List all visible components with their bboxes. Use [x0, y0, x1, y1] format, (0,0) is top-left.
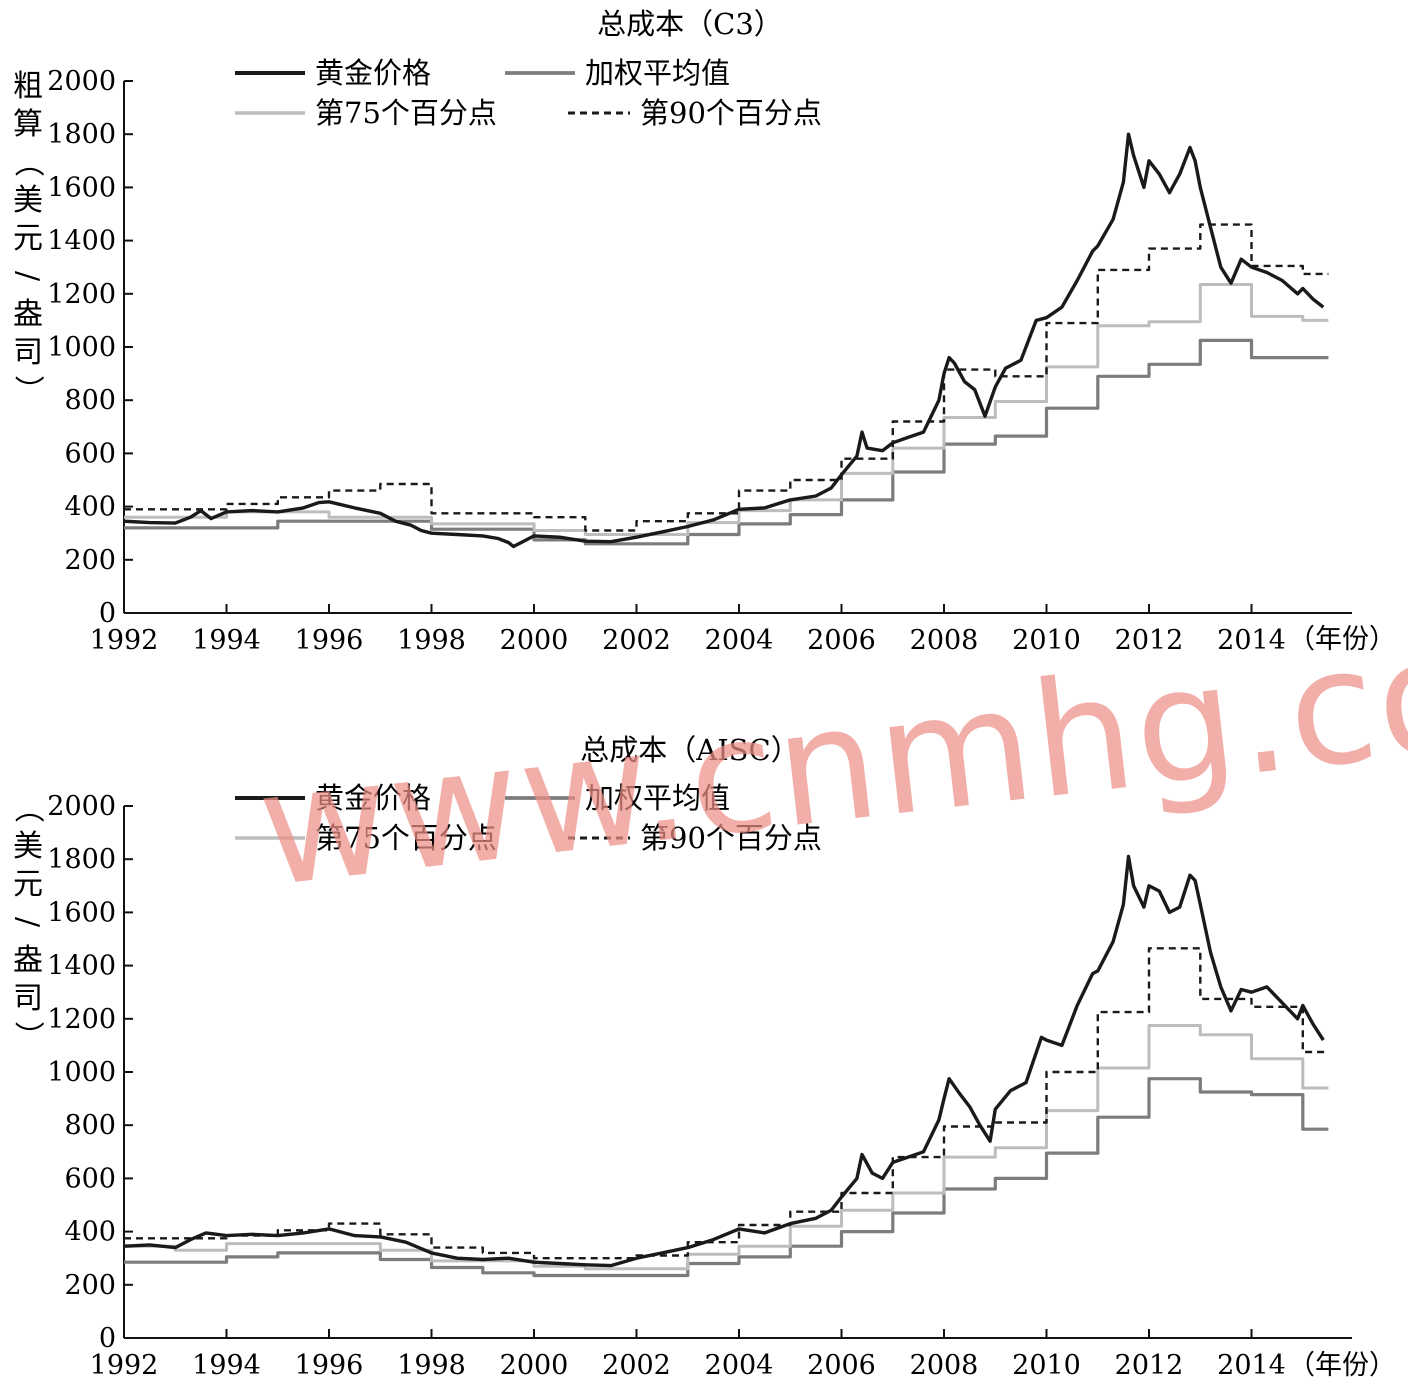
x-tick-label: 1996: [295, 1350, 364, 1381]
x-tick-label: 2012: [1115, 625, 1184, 656]
x-tick-label: 2002: [602, 625, 671, 656]
x-tick-label: 2004: [705, 1350, 774, 1381]
y-tick-label: 200: [64, 545, 116, 576]
legend-label: 加权平均值: [585, 56, 730, 90]
y-axis-label-char: 算: [13, 107, 43, 142]
legend-label: 黄金价格: [315, 56, 431, 90]
y-tick-label: 400: [64, 492, 116, 523]
x-axis-label: （年份）: [1288, 1350, 1396, 1381]
y-tick-label: 0: [99, 598, 116, 629]
y-axis-label-char: /: [10, 271, 45, 282]
x-tick-label: 2002: [602, 1350, 671, 1381]
legend-label: 黄金价格: [315, 781, 431, 815]
y-axis-label: （ 美元 / 盎司 ）: [10, 793, 45, 1051]
x-tick-label: 2014: [1217, 1350, 1286, 1381]
x-tick-label: 2012: [1115, 1350, 1184, 1381]
y-tick-label: 2000: [47, 66, 116, 97]
y-tick-label: 1600: [47, 172, 116, 203]
legend-label: 第75个百分点: [315, 821, 497, 855]
y-axis-label-char: 盎: [13, 297, 43, 332]
x-tick-label: 2006: [807, 625, 876, 656]
series-line-p90: [124, 947, 1329, 1260]
x-tick-label: 1994: [192, 625, 261, 656]
y-tick-label: 0: [99, 1323, 116, 1354]
y-axis-label-char: 盎: [13, 943, 43, 978]
y-axis-label-char: 美: [13, 183, 43, 218]
y-axis-label-char: 元: [13, 867, 43, 902]
x-axis-label: （年份）: [1288, 624, 1396, 655]
y-tick-label: 800: [64, 1110, 116, 1141]
x-tick-label: 1992: [90, 1350, 159, 1381]
series-line-gold-price: [123, 132, 1325, 549]
x-tick-label: 1998: [397, 1350, 466, 1381]
y-tick-label: 1800: [47, 844, 116, 875]
y-axis-label-char: （: [10, 147, 45, 177]
y-axis-label: 粗算 （ 美元 / 盎司 ）: [10, 69, 45, 405]
y-axis-label-char: /: [10, 917, 45, 928]
x-tick-label: 2006: [807, 1350, 876, 1381]
series-line-p75: [124, 1024, 1329, 1271]
y-tick-label: 1200: [47, 279, 116, 310]
y-axis-label-char: ）: [10, 375, 45, 405]
chart-title: 总成本（C3）: [597, 7, 783, 41]
y-axis-label-char: （: [10, 793, 45, 823]
x-tick-label: 1994: [192, 1350, 261, 1381]
x-tick-label: 2014: [1217, 625, 1286, 656]
x-tick-label: 2000: [500, 625, 569, 656]
y-tick-label: 200: [64, 1270, 116, 1301]
y-tick-label: 600: [64, 1163, 116, 1194]
x-tick-label: 1996: [295, 625, 364, 656]
legend-label: 第90个百分点: [640, 96, 822, 130]
y-tick-label: 2000: [47, 791, 116, 822]
series-line-weighted-average: [124, 1077, 1329, 1278]
y-tick-label: 1000: [47, 1057, 116, 1088]
legend-label: 加权平均值: [585, 781, 730, 815]
y-axis-label-char: 司: [13, 981, 43, 1016]
y-tick-label: 1600: [47, 897, 116, 928]
y-tick-label: 1800: [47, 119, 116, 150]
chart-title: 总成本（AISC）: [580, 733, 799, 767]
y-axis-label-char: 粗: [13, 69, 43, 104]
y-axis-label-char: 司: [13, 335, 43, 370]
y-axis-label-char: 美: [13, 829, 43, 864]
y-tick-label: 1200: [47, 1004, 116, 1035]
x-tick-label: 2000: [500, 1350, 569, 1381]
y-axis-label-char: ）: [10, 1021, 45, 1051]
series-line-gold-price: [123, 854, 1325, 1268]
legend-label: 第90个百分点: [640, 821, 822, 855]
x-tick-label: 1992: [90, 625, 159, 656]
y-tick-label: 400: [64, 1217, 116, 1248]
y-tick-label: 1000: [47, 332, 116, 363]
series-line-p75: [124, 283, 1329, 536]
x-tick-label: 2010: [1012, 625, 1081, 656]
series-line-p90: [124, 223, 1329, 532]
y-tick-label: 1400: [47, 226, 116, 257]
x-tick-label: 2008: [910, 1350, 979, 1381]
y-tick-label: 800: [64, 385, 116, 416]
y-tick-label: 1400: [47, 951, 116, 982]
x-tick-label: 2004: [705, 625, 774, 656]
y-axis-label-char: 元: [13, 221, 43, 256]
chart-aisc: 总成本（AISC） （ 美元 / 盎司 ） 0 200 400 600 800 1000 1200 1…: [10, 733, 1396, 1381]
chart-c3: 总成本（C3） 粗算 （ 美元 / 盎司 ） 0 200 400 600 800 1000 1200 1…: [10, 7, 1396, 656]
legend-label: 第75个百分点: [315, 96, 497, 130]
y-tick-label: 600: [64, 438, 116, 469]
x-tick-label: 1998: [397, 625, 466, 656]
x-tick-label: 2010: [1012, 1350, 1081, 1381]
x-tick-label: 2008: [910, 625, 979, 656]
